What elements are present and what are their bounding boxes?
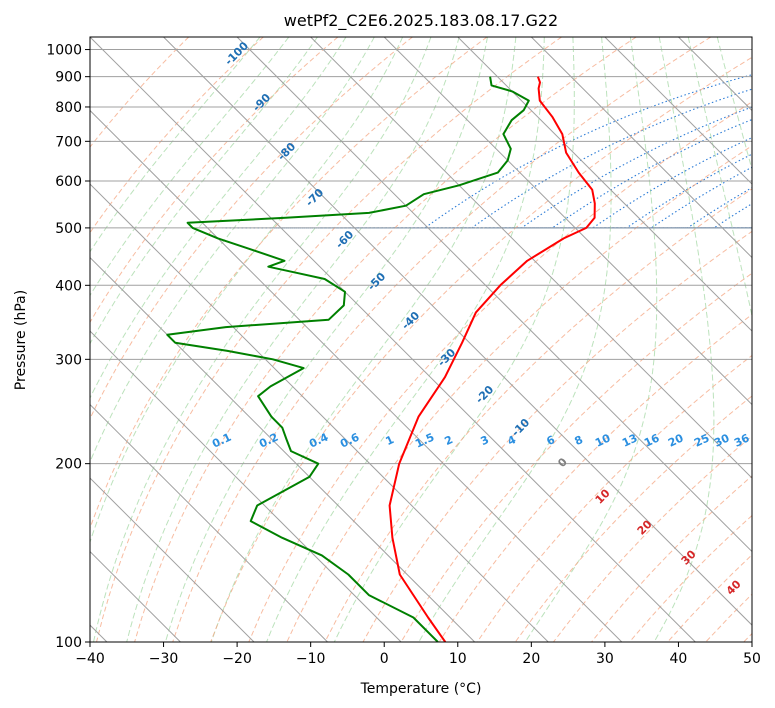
mixing-ratio-line (390, 137, 752, 229)
moist-adiabat-line (653, 37, 715, 642)
moist-adiabat-line (90, 37, 318, 345)
mixing-ratio-line (319, 106, 752, 229)
isotherm-line (236, 37, 752, 553)
moist-adiabat-line (418, 37, 612, 642)
mixing-ratio-label: 36 (732, 431, 752, 449)
moist-adiabat-line (266, 37, 545, 642)
mixing-ratio-label: 13 (620, 431, 639, 449)
dry-adiabat-line (400, 272, 752, 642)
x-tick-label: 40 (670, 651, 688, 667)
mixing-ratio-label: 25 (692, 431, 711, 449)
x-tick-label: −30 (149, 651, 179, 667)
y-tick-label: 400 (55, 278, 82, 294)
temperature-profile-line (388, 76, 596, 642)
moist-adiabat-line (93, 37, 432, 642)
dry-adiabat-line (514, 395, 752, 642)
y-tick-label: 300 (55, 352, 82, 368)
dry-adiabat-line (248, 101, 752, 642)
moist-adiabat-line (210, 37, 517, 642)
isotherm-line (457, 37, 752, 332)
isotherm-line (310, 37, 752, 479)
x-tick-label: 20 (522, 651, 540, 667)
isotherm-line (90, 183, 549, 642)
plot-area (90, 37, 752, 642)
dry-adiabat-line (90, 37, 264, 234)
isotherm-line (530, 37, 752, 259)
isotherm-line (90, 330, 402, 642)
mixing-ratio-label: 20 (666, 431, 686, 449)
dry-adiabat-line (210, 56, 752, 642)
isotherm-line (383, 37, 752, 406)
dry-adiabat-line (96, 37, 562, 642)
isotherm-line (90, 403, 328, 642)
x-tick-label: 30 (596, 651, 614, 667)
isotherm-line (604, 37, 752, 185)
isotherm-line (90, 477, 255, 642)
profile-series (166, 76, 596, 642)
mixing-ratio-line (222, 74, 752, 229)
mixing-ratio-label: 16 (642, 431, 662, 449)
y-tick-label: 900 (55, 70, 82, 86)
x-tick-label: 10 (449, 651, 467, 667)
moist-adiabat-line (333, 37, 575, 642)
x-tick-label: 0 (380, 651, 389, 667)
x-axis-label: Temperature (°C) (360, 681, 482, 697)
dry-adiabat-line (134, 37, 637, 642)
dry-adiabat-line (324, 188, 752, 642)
dry-adiabat-line (438, 313, 752, 642)
y-tick-label: 500 (55, 221, 82, 237)
dry-adiabat-line (90, 37, 488, 530)
dry-adiabats (90, 37, 752, 642)
dewpoint-profile-line (166, 76, 530, 642)
y-tick-label: 100 (55, 635, 82, 651)
moist-adiabat-line (90, 37, 290, 297)
x-tick-label: 50 (743, 651, 761, 667)
isotherm-line (90, 37, 696, 642)
moist-adiabat-line (90, 37, 261, 253)
dry-adiabat-line (90, 37, 339, 324)
isotherm-line (90, 109, 623, 642)
chart-title: wetPf2_C2E6.2025.183.08.17.G22 (284, 11, 558, 31)
y-axis-label: Pressure (hPa) (13, 290, 29, 390)
moist-adiabat-line (126, 37, 460, 642)
dry-adiabat-line (90, 37, 190, 148)
x-tick-label: −40 (75, 651, 105, 667)
y-axis-ticks: 100 200 300 400 500 600 700 800 900 1000 (46, 43, 90, 651)
x-tick-label: −10 (296, 651, 326, 667)
x-tick-label: −20 (222, 651, 252, 667)
moist-adiabat-line (90, 37, 375, 464)
moist-adiabat-line (524, 37, 658, 642)
y-tick-label: 600 (55, 174, 82, 190)
y-tick-label: 800 (55, 100, 82, 116)
x-axis-ticks: −40 −30 −20 −10 0 10 20 30 40 50 (75, 642, 761, 667)
mixing-ratio-label: 30 (712, 431, 732, 449)
y-tick-label: 700 (55, 134, 82, 150)
y-tick-label: 200 (55, 457, 82, 473)
plot-frame (89, 36, 753, 643)
moist-adiabat-line (90, 37, 404, 544)
mixing-ratio-label: 10 (593, 431, 613, 449)
isotherm-line (163, 37, 752, 626)
isobars (90, 49, 752, 642)
dry-adiabat-line (172, 37, 712, 642)
y-tick-label: 1000 (46, 43, 82, 59)
